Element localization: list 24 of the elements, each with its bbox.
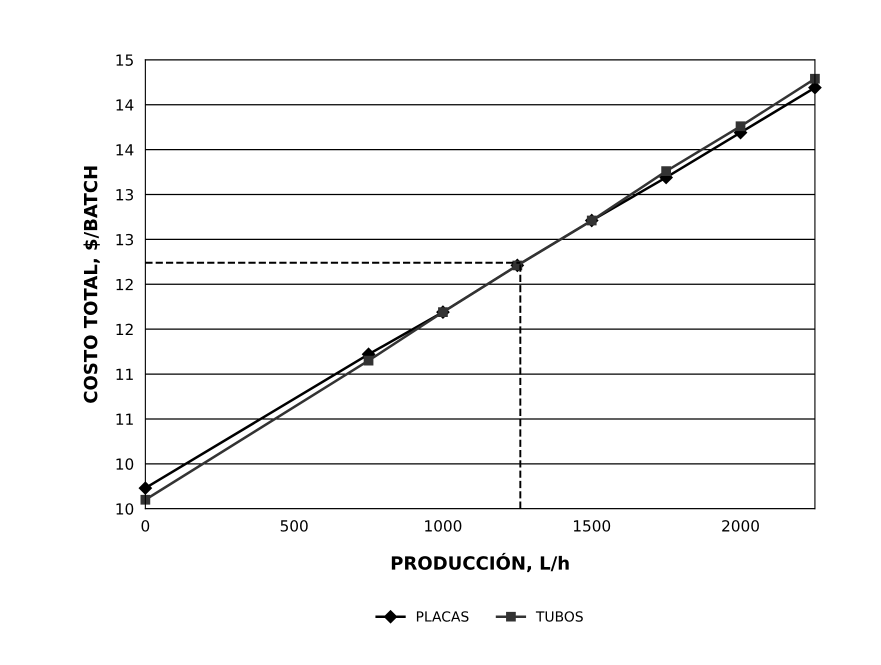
y-tick-label: 14 (116, 99, 134, 111)
point (364, 356, 374, 366)
point (661, 166, 671, 176)
y-tick-label: 14 (116, 144, 134, 156)
point (736, 121, 746, 132)
y-tick-label: 12 (116, 324, 133, 335)
y-tick-label: 10 (116, 458, 134, 470)
y-tick-label: 11 (116, 414, 133, 425)
y-tick-label: 15 (116, 54, 133, 66)
point (810, 74, 820, 84)
x-tick-label: 1500 (574, 520, 610, 532)
x-axis-title: PRODUCCIÓN, L/h (392, 552, 569, 572)
y-tick-label: 13 (116, 234, 134, 246)
y-tick-label: 11 (116, 368, 133, 380)
y-tick-label: 10 (116, 503, 134, 515)
x-tick-label: 2000 (722, 520, 759, 532)
x-tick-label: 0 (142, 520, 150, 532)
y-axis-title: COSTO TOTAL, $/BATCH (83, 166, 100, 403)
x-tick-label: 500 (280, 520, 308, 532)
x-tick-label: 1000 (425, 520, 462, 532)
legend-label: PLACAS (416, 611, 468, 622)
y-tick-label: 12 (116, 278, 133, 290)
legend-label: TUBOS (536, 611, 583, 622)
y-tick-label: 13 (116, 188, 134, 201)
